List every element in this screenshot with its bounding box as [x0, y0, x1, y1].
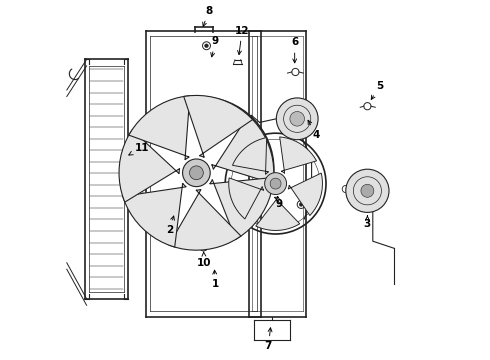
- Text: 3: 3: [364, 216, 371, 229]
- Circle shape: [270, 178, 281, 189]
- Text: 11: 11: [129, 143, 149, 155]
- Circle shape: [299, 203, 303, 206]
- Text: 9: 9: [211, 36, 219, 57]
- Circle shape: [183, 159, 210, 186]
- Text: 9: 9: [275, 196, 282, 210]
- Polygon shape: [169, 189, 241, 250]
- Circle shape: [125, 153, 129, 157]
- Text: 1: 1: [212, 270, 219, 289]
- Polygon shape: [256, 197, 300, 230]
- Circle shape: [205, 44, 208, 48]
- Text: 6: 6: [291, 37, 298, 63]
- Polygon shape: [122, 183, 186, 247]
- Polygon shape: [288, 173, 322, 216]
- Polygon shape: [212, 115, 274, 184]
- Text: 7: 7: [265, 328, 272, 351]
- Polygon shape: [280, 137, 317, 173]
- Polygon shape: [129, 96, 190, 160]
- Circle shape: [202, 245, 205, 248]
- Circle shape: [265, 173, 287, 194]
- Circle shape: [290, 112, 304, 126]
- Text: 10: 10: [197, 252, 212, 268]
- Text: 2: 2: [166, 216, 174, 235]
- Circle shape: [346, 169, 389, 212]
- Text: 5: 5: [371, 81, 384, 99]
- Text: 12: 12: [235, 26, 249, 55]
- Polygon shape: [232, 138, 269, 174]
- Polygon shape: [229, 178, 264, 219]
- Text: 4: 4: [308, 120, 320, 140]
- Circle shape: [361, 184, 374, 197]
- Text: 8: 8: [203, 6, 213, 26]
- Polygon shape: [184, 95, 253, 157]
- Polygon shape: [210, 177, 273, 239]
- Polygon shape: [119, 130, 180, 202]
- Circle shape: [190, 166, 203, 180]
- Circle shape: [276, 98, 318, 140]
